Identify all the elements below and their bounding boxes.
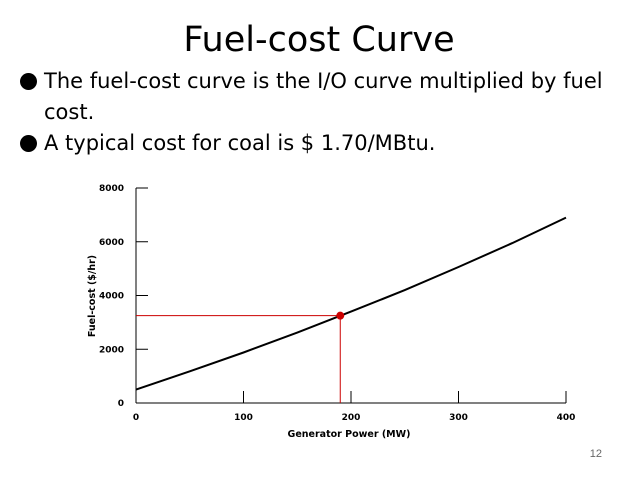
bullet-item: The fuel-cost curve is the I/O curve mul…	[20, 66, 620, 128]
slide-number: 12	[589, 448, 602, 460]
bullet-text: A typical cost for coal is $ 1.70/MBtu.	[44, 131, 436, 155]
y-tick-label: 8000	[99, 184, 124, 194]
bullet-dot-icon	[20, 73, 37, 90]
y-tick-label: 2000	[99, 345, 124, 355]
x-tick-label: 400	[557, 413, 576, 423]
slide-title: Fuel-cost Curve	[183, 20, 455, 60]
y-tick-label: 0	[118, 399, 124, 409]
x-tick-label: 200	[342, 413, 361, 423]
x-axis-label: Generator Power (MW)	[288, 429, 411, 440]
x-tick-label: 300	[449, 413, 468, 423]
bullet-text: The fuel-cost curve is the I/O curve mul…	[44, 69, 603, 124]
bullet-item: A typical cost for coal is $ 1.70/MBtu.	[20, 128, 620, 159]
bullet-list: The fuel-cost curve is the I/O curve mul…	[20, 66, 620, 159]
bullet-dot-icon	[20, 135, 37, 152]
highlight-point	[336, 311, 345, 320]
fuel-cost-line	[135, 216, 567, 391]
x-tick-label: 0	[133, 413, 139, 423]
y-tick-label: 6000	[99, 238, 124, 248]
chart-axes	[135, 188, 566, 404]
chart-marks	[135, 216, 567, 403]
y-axis-label: Fuel-cost ($/hr)	[87, 255, 98, 337]
x-tick-label: 100	[234, 413, 253, 423]
y-tick-label: 4000	[99, 292, 124, 302]
